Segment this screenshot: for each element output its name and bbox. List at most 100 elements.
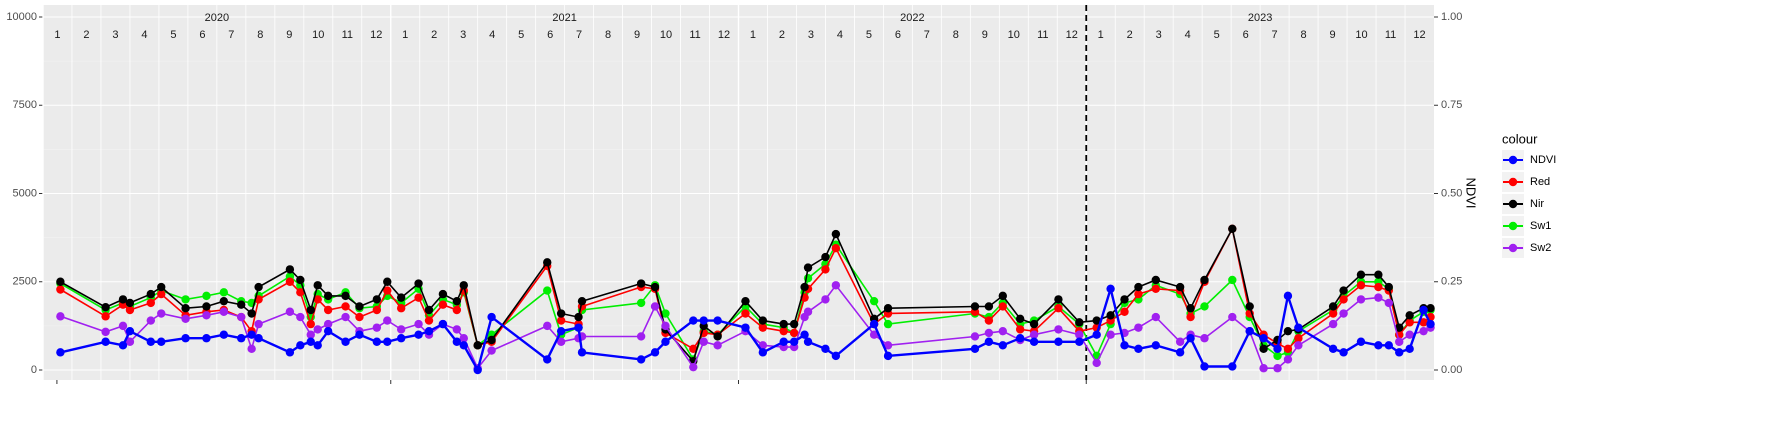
data-point [219,330,229,339]
month-label: 1 [750,29,756,41]
data-point [101,302,110,312]
data-point [998,326,1007,336]
month-label: 5 [1214,29,1220,41]
data-point [452,325,462,334]
data-point [1294,341,1303,350]
legend-label: Sw2 [1530,242,1551,254]
data-point [1134,323,1143,332]
data-point [689,316,698,325]
data-point [1134,344,1143,354]
legend-key-point [1508,177,1518,187]
data-point [998,291,1007,301]
data-point [101,312,110,321]
month-label: 2 [83,29,89,41]
data-point [383,277,392,286]
data-point [650,348,660,357]
data-point [296,275,305,285]
data-point [1015,325,1025,334]
data-point [636,355,646,364]
data-point [869,330,879,339]
data-point [1384,282,1393,292]
month-label: 1 [54,29,60,41]
legend-label: NDVI [1530,154,1556,166]
data-point [125,298,135,308]
month-label: 5 [518,29,524,41]
month-label: 9 [634,29,640,41]
data-point [699,337,708,346]
month-label: 9 [286,29,292,41]
data-point [313,281,322,290]
data-point [1075,318,1084,327]
data-point [1054,304,1063,313]
data-point [1175,282,1185,292]
data-point [1384,341,1393,350]
month-label: 8 [605,29,611,41]
data-point [125,305,135,315]
month-label: 6 [199,29,205,41]
data-point [396,304,406,313]
month-label: 11 [689,29,700,41]
data-point [689,344,698,354]
data-point [831,229,841,239]
data-point [1092,330,1101,339]
data-point [636,279,646,288]
data-point [383,337,392,346]
month-label: 7 [576,29,582,41]
data-point [313,325,322,334]
data-point [424,305,434,315]
data-point [1339,309,1348,318]
month-label: 2 [1127,29,1133,41]
data-point [1283,291,1293,301]
data-point [741,309,750,318]
data-point [313,341,322,350]
data-point [438,289,448,299]
data-point [296,341,305,350]
data-point [306,305,315,315]
data-point [1356,337,1366,346]
data-point [1228,312,1237,322]
data-point [254,282,263,292]
legend-key-point [1508,199,1518,209]
month-label: 10 [1008,29,1020,41]
legend-label: Red [1530,176,1550,188]
month-label: 12 [1066,29,1078,41]
data-point [181,304,190,313]
data-point [341,337,350,346]
data-point [1426,319,1435,329]
data-point [1374,293,1383,302]
month-label: 8 [257,29,263,41]
data-point [1200,302,1209,311]
data-point [459,281,468,290]
data-point [146,298,156,308]
data-point [254,319,263,329]
data-point [1054,325,1063,334]
data-point [306,337,315,346]
data-point [831,351,841,361]
data-point [296,312,305,322]
data-point [1228,362,1237,371]
data-point [1259,344,1268,354]
data-point [1151,275,1161,285]
data-point [543,355,552,364]
data-point [1245,302,1254,311]
data-point [487,312,496,322]
data-point [1405,311,1414,320]
data-point [157,309,166,318]
data-point [1356,281,1366,290]
data-point [1029,330,1039,339]
data-point [1405,330,1414,339]
data-point [323,319,333,329]
data-point [323,291,333,301]
data-point [661,309,670,318]
data-point [650,302,660,311]
data-point [181,334,190,343]
data-point [800,282,809,292]
data-point [1328,309,1338,318]
data-point [1186,312,1195,322]
data-point [1419,326,1428,336]
data-point [789,337,799,346]
data-point [459,341,468,350]
data-point [1356,270,1366,279]
y2-tick-label: 0.00 [1441,364,1462,376]
